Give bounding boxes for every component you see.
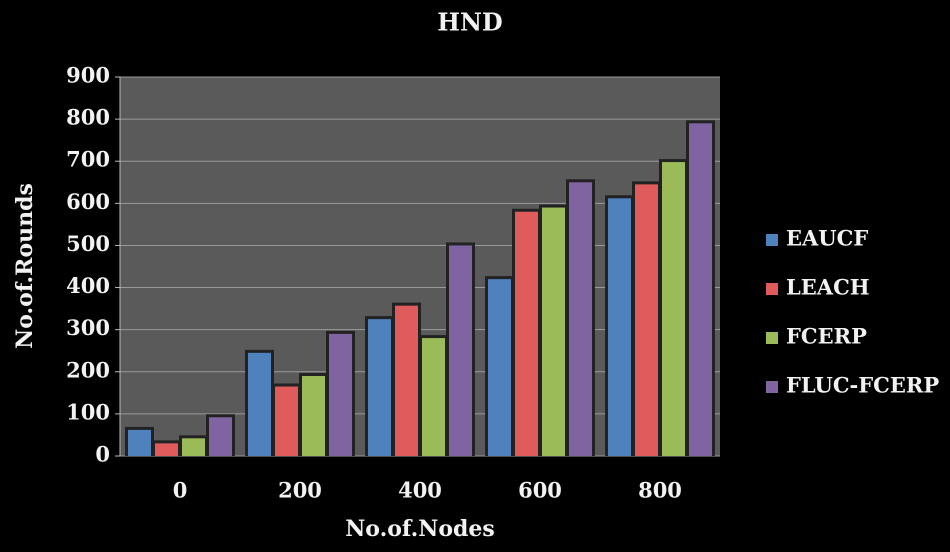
bar: [182, 438, 205, 456]
y-tick-label: 100: [66, 399, 110, 424]
bar: [209, 417, 232, 456]
legend-swatch: [766, 234, 778, 246]
legend-label: EAUCF: [786, 226, 868, 251]
y-axis-label: No.of.Rounds: [12, 183, 38, 349]
bar: [689, 123, 712, 457]
bar: [569, 182, 592, 456]
x-tick-label: 400: [398, 478, 442, 503]
y-tick-label: 900: [66, 63, 110, 88]
bar: [329, 333, 352, 456]
bar: [635, 184, 658, 456]
x-tick-label: 0: [173, 478, 188, 503]
y-tick-label: 400: [66, 273, 110, 298]
bar: [302, 375, 325, 456]
bar: [608, 198, 631, 456]
chart-title: HND: [437, 8, 502, 37]
y-tick-label: 0: [95, 442, 110, 467]
bar: [248, 352, 271, 456]
y-tick-label: 500: [66, 231, 110, 256]
x-tick-label: 200: [278, 478, 322, 503]
legend-label: LEACH: [786, 275, 870, 300]
legend-swatch: [766, 283, 778, 295]
bar: [662, 162, 685, 456]
legend-label: FLUC-FCERP: [786, 373, 939, 398]
y-tick-label: 600: [66, 189, 110, 214]
legend-label: FCERP: [786, 324, 867, 349]
bar: [515, 211, 538, 456]
y-tick-label: 800: [66, 105, 110, 130]
x-axis-label: No.of.Nodes: [345, 516, 495, 542]
legend-swatch: [766, 381, 778, 393]
bar: [128, 429, 151, 456]
bar: [395, 305, 418, 456]
bar: [275, 386, 298, 456]
x-tick-label: 800: [638, 478, 682, 503]
bar: [155, 443, 178, 456]
bar: [422, 338, 445, 456]
bar: [542, 207, 565, 456]
y-tick-label: 700: [66, 147, 110, 172]
bar: [368, 319, 391, 456]
legend-swatch: [766, 332, 778, 344]
y-tick-label: 200: [66, 357, 110, 382]
bar: [488, 279, 511, 456]
y-tick-label: 300: [66, 315, 110, 340]
bar: [449, 245, 472, 456]
x-tick-label: 600: [518, 478, 562, 503]
